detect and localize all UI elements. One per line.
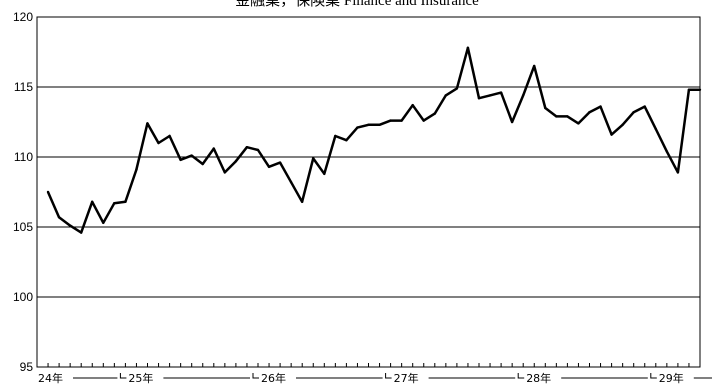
year-bracket-3 [385, 373, 392, 379]
year-label-3: 27年 [394, 371, 419, 385]
year-bracket-2 [252, 373, 259, 379]
plot-frame [36, 16, 701, 368]
data-point-58 [687, 88, 691, 92]
data-point-9 [146, 122, 149, 125]
data-point-11 [168, 134, 171, 138]
data-point-32 [400, 119, 403, 122]
data-point-40 [488, 94, 492, 97]
data-point-56 [665, 150, 668, 153]
data-point-23 [300, 200, 304, 203]
data-point-47 [566, 115, 569, 118]
data-point-19 [256, 148, 260, 152]
y-tick-label-115: 115 [14, 80, 33, 94]
data-point-41 [499, 91, 503, 94]
data-point-50 [599, 105, 602, 108]
series-lines [46, 46, 702, 234]
year-label-0: 24年 [38, 371, 63, 385]
data-point-8 [135, 168, 138, 171]
year-label-2: 26年 [261, 371, 286, 385]
data-point-1 [57, 216, 61, 219]
data-point-55 [654, 127, 657, 131]
data-point-52 [621, 123, 624, 127]
data-point-24 [312, 157, 315, 160]
data-point-2 [68, 224, 72, 227]
data-point-59 [698, 88, 702, 92]
data-point-37 [455, 87, 459, 90]
data-point-18 [245, 146, 249, 149]
year-bracket-1 [119, 373, 127, 379]
data-point-20 [267, 165, 271, 168]
data-point-13 [190, 154, 193, 157]
data-point-0 [46, 190, 50, 194]
data-point-42 [510, 120, 514, 124]
data-point-27 [345, 139, 348, 142]
y-tick-label-95: 95 [20, 360, 34, 374]
data-point-48 [577, 122, 580, 125]
data-point-4 [91, 200, 94, 203]
grid-lines [37, 16, 700, 368]
data-point-12 [179, 158, 182, 161]
data-point-5 [102, 221, 105, 224]
year-label-4: 28年 [526, 371, 551, 385]
data-point-7 [124, 200, 127, 203]
y-tick-label-105: 105 [13, 220, 33, 234]
year-bracket-5 [650, 373, 657, 379]
data-point-51 [610, 133, 613, 136]
y-axis-tick-labels: 95 100 105 110 115 120 [13, 10, 33, 374]
data-point-36 [444, 94, 447, 97]
year-label-1: 25年 [128, 371, 153, 385]
y-tick-label-110: 110 [14, 150, 33, 164]
series-line [46, 46, 700, 234]
data-point-10 [157, 141, 160, 145]
data-point-33 [411, 104, 414, 107]
y-tick-label-100: 100 [13, 290, 33, 304]
x-axis: 24年 25年 26年 27年 28年 29年 [36, 16, 712, 385]
data-point-44 [533, 64, 536, 68]
data-point-17 [234, 160, 238, 163]
chart-title: 金融業，保険業 Finance and Insurance [235, 0, 479, 9]
data-point-38 [466, 46, 470, 49]
data-point-28 [356, 126, 359, 129]
data-point-57 [676, 171, 680, 174]
year-label-5: 29年 [659, 371, 684, 385]
data-point-39 [477, 97, 481, 100]
data-point-54 [643, 105, 646, 108]
data-point-6 [113, 202, 116, 205]
data-point-43 [521, 94, 525, 97]
data-point-16 [223, 171, 226, 174]
data-point-49 [588, 111, 591, 114]
data-point-21 [278, 161, 282, 164]
data-point-14 [201, 162, 204, 166]
data-point-30 [378, 123, 381, 127]
data-point-53 [632, 111, 635, 114]
data-point-3 [79, 231, 83, 234]
data-point-22 [289, 181, 293, 184]
data-point-26 [334, 134, 337, 138]
data-point-29 [367, 123, 370, 127]
y-tick-label-120: 120 [13, 10, 33, 24]
year-bracket-4 [517, 373, 525, 379]
data-point-15 [212, 147, 215, 150]
data-point-31 [389, 119, 392, 122]
data-point-46 [555, 115, 558, 118]
data-point-45 [544, 106, 547, 110]
data-point-35 [433, 112, 436, 115]
data-point-34 [422, 119, 425, 122]
data-point-25 [323, 172, 326, 175]
